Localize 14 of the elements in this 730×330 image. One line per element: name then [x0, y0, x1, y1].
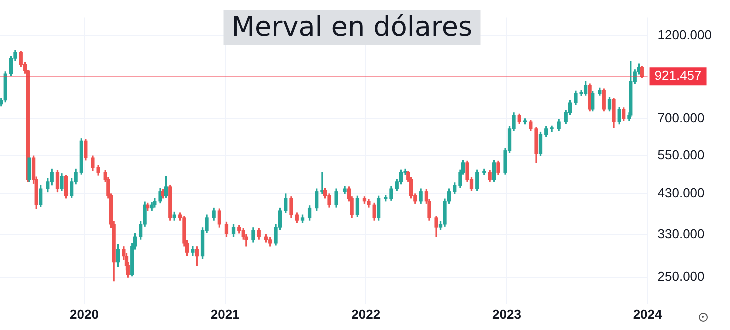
x-tick-label: 2022	[352, 306, 381, 322]
x-tick-label: 2024	[633, 306, 664, 322]
x-tick-label: 2020	[70, 306, 99, 322]
y-tick-label: 330.000	[658, 226, 705, 242]
ref-line-label: 921.457	[654, 68, 702, 84]
y-tick-label: 1200.000	[658, 28, 712, 43]
chart-title: Merval en dólares	[224, 10, 481, 45]
y-tick-label: 700.000	[658, 110, 705, 126]
y-tick-label: 430.000	[658, 186, 705, 201]
x-tick-label: 2021	[210, 306, 240, 322]
y-tick-label: 250.000	[658, 269, 705, 284]
candlestick	[482, 168, 486, 176]
y-tick-label: 550.000	[658, 148, 705, 163]
x-tick-label: 2023	[492, 306, 522, 322]
